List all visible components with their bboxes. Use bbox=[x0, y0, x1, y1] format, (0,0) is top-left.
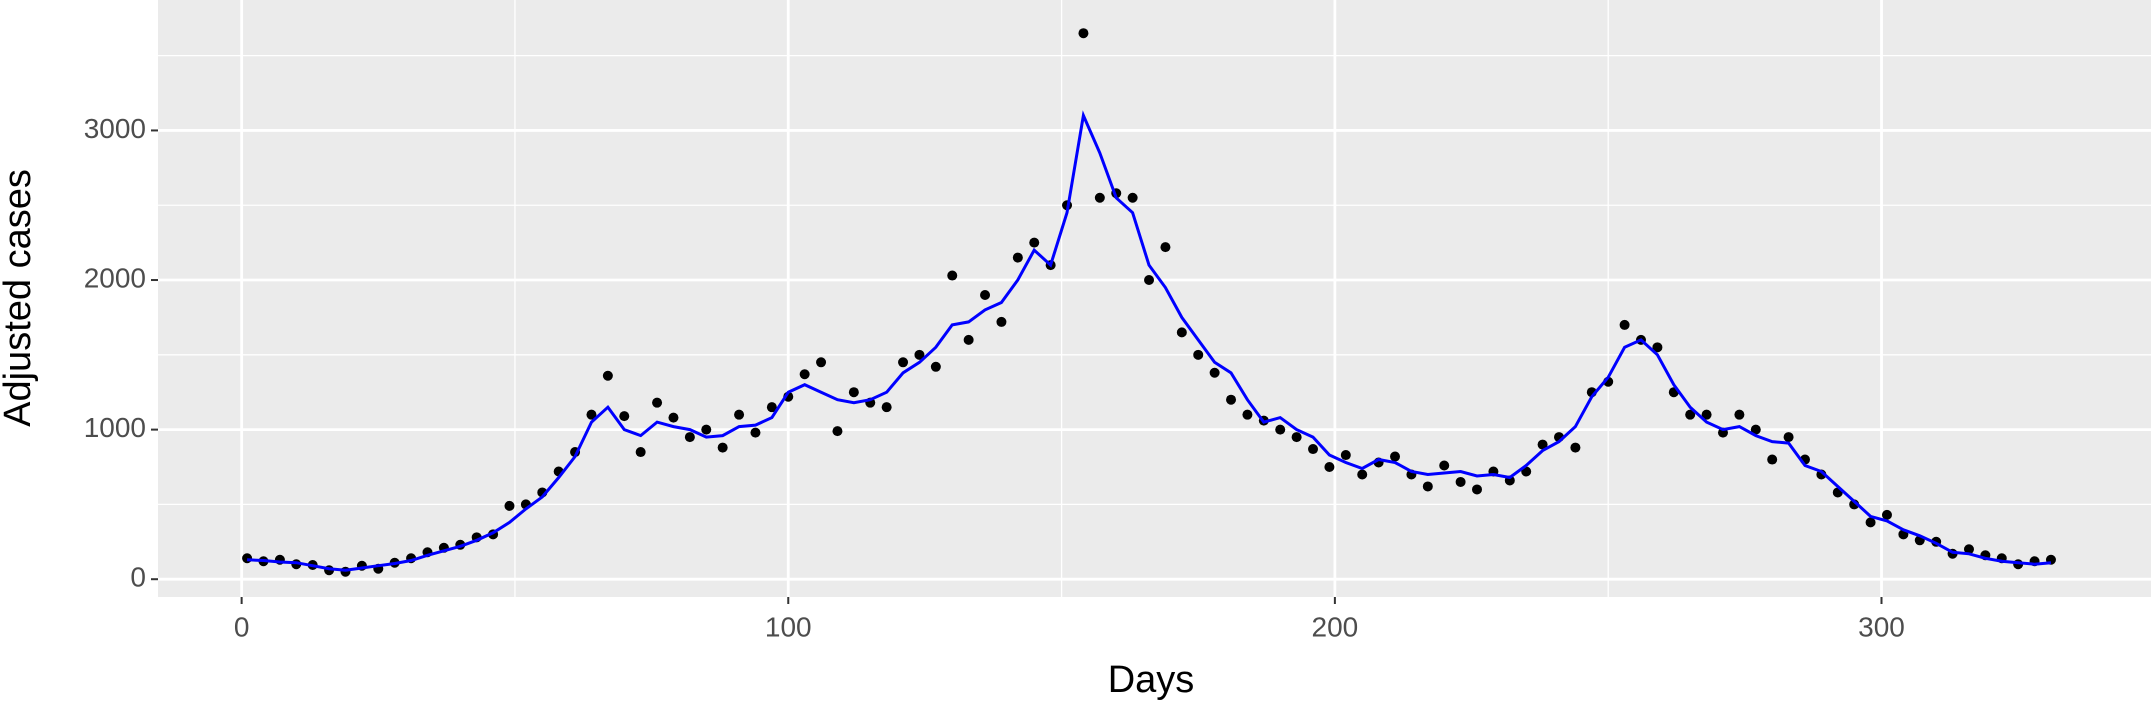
point bbox=[1390, 451, 1401, 462]
point bbox=[1012, 252, 1023, 263]
point bbox=[1340, 450, 1351, 461]
x-tick-label: 0 bbox=[234, 611, 250, 642]
point bbox=[1226, 394, 1237, 405]
point bbox=[766, 402, 777, 413]
point bbox=[947, 270, 958, 281]
point bbox=[1242, 409, 1253, 420]
point bbox=[799, 369, 810, 380]
point bbox=[1324, 462, 1335, 473]
smoothed-line bbox=[247, 110, 2052, 572]
x-tick-label: 100 bbox=[765, 611, 812, 642]
point bbox=[1160, 242, 1171, 253]
point bbox=[1619, 319, 1630, 330]
point bbox=[1881, 509, 1892, 520]
plot-background bbox=[158, 0, 2151, 597]
point bbox=[848, 387, 859, 398]
point bbox=[635, 447, 646, 458]
y-tick-label: 1000 bbox=[84, 412, 146, 443]
point bbox=[1094, 192, 1105, 203]
point bbox=[1029, 237, 1040, 248]
point bbox=[1734, 409, 1745, 420]
point bbox=[832, 426, 843, 437]
point bbox=[717, 442, 728, 453]
point bbox=[1127, 192, 1138, 203]
point bbox=[1078, 28, 1089, 39]
point bbox=[1308, 444, 1319, 455]
point bbox=[1422, 481, 1433, 492]
point bbox=[1783, 432, 1794, 443]
x-tick-label: 300 bbox=[1858, 611, 1905, 642]
point bbox=[1275, 424, 1286, 435]
y-axis-label: Adjusted cases bbox=[0, 169, 39, 427]
point bbox=[586, 409, 597, 420]
point bbox=[1455, 476, 1466, 487]
point bbox=[602, 370, 613, 381]
point bbox=[1685, 409, 1696, 420]
point bbox=[684, 432, 695, 443]
x-axis-label: Days bbox=[1108, 659, 1195, 701]
point bbox=[898, 357, 909, 368]
point bbox=[1570, 442, 1581, 453]
point bbox=[1176, 327, 1187, 338]
point bbox=[619, 411, 630, 422]
point bbox=[1144, 275, 1155, 286]
point bbox=[734, 409, 745, 420]
point bbox=[242, 553, 253, 564]
point bbox=[980, 289, 991, 300]
point bbox=[750, 427, 761, 438]
point bbox=[668, 412, 679, 423]
point bbox=[996, 316, 1007, 327]
point bbox=[1357, 469, 1368, 480]
point bbox=[930, 361, 941, 372]
point bbox=[881, 402, 892, 413]
point bbox=[652, 397, 663, 408]
x-tick-label: 200 bbox=[1312, 611, 1359, 642]
point bbox=[504, 500, 515, 511]
point bbox=[1193, 349, 1204, 360]
point bbox=[963, 334, 974, 345]
point bbox=[816, 357, 827, 368]
point bbox=[1472, 484, 1483, 495]
point bbox=[914, 349, 925, 360]
point bbox=[1750, 424, 1761, 435]
point bbox=[1537, 439, 1548, 450]
point bbox=[701, 424, 712, 435]
y-tick-label: 3000 bbox=[84, 113, 146, 144]
point bbox=[1209, 367, 1220, 378]
point bbox=[1652, 342, 1663, 353]
point bbox=[1291, 432, 1302, 443]
point bbox=[1439, 460, 1450, 471]
y-tick-label: 0 bbox=[130, 562, 146, 593]
point bbox=[1701, 409, 1712, 420]
point bbox=[1865, 517, 1876, 528]
point bbox=[1963, 544, 1974, 555]
y-tick-label: 2000 bbox=[84, 262, 146, 293]
point bbox=[1767, 454, 1778, 465]
